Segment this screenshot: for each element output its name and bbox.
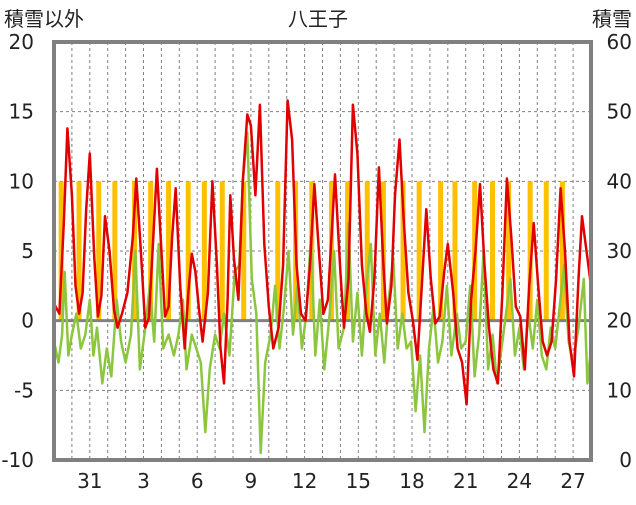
plot-frame — [52, 40, 593, 462]
sunshine-bar — [185, 181, 191, 321]
left-axis-title: 積雪以外 — [4, 7, 84, 31]
sunshine-bar — [490, 181, 496, 321]
y2-tick-label: 0 — [619, 448, 632, 472]
y-tick-label: 20 — [9, 30, 34, 54]
sunshine-bar — [559, 181, 565, 321]
grid-layer — [54, 42, 591, 460]
x-axis: 31 3 6 9 12 15 18 21 24 27 — [77, 469, 586, 493]
sunshine-bar — [241, 181, 247, 321]
x-tick-label: 12 — [292, 469, 317, 493]
left-y-axis: 20 15 10 5 0 -5 -10 — [1, 30, 34, 472]
x-tick-label: 3 — [137, 469, 150, 493]
y-tick-label: 15 — [9, 100, 34, 124]
right-y-axis: 60 50 40 30 20 10 0 — [607, 30, 632, 472]
sunshine-bar — [166, 181, 172, 321]
x-tick-label: 31 — [77, 469, 102, 493]
temperature-series — [52, 99, 593, 406]
sunshine-bar — [148, 181, 154, 321]
right-axis-title: 積雪 — [592, 7, 632, 31]
y-tick-label: -10 — [1, 448, 34, 472]
x-tick-label: 21 — [453, 469, 478, 493]
sunshine-bar — [527, 181, 533, 321]
sunshine-bar — [219, 181, 225, 321]
x-tick-label: 9 — [245, 469, 258, 493]
sunshine-bar — [76, 181, 82, 321]
sunshine-bar — [416, 181, 422, 321]
y2-tick-label: 30 — [607, 239, 632, 263]
sunshine-bar — [506, 181, 512, 321]
y2-tick-label: 20 — [607, 309, 632, 333]
y-tick-label: 10 — [9, 169, 34, 193]
x-tick-label: 24 — [507, 469, 532, 493]
wind-series — [52, 131, 593, 455]
sunshine-bar — [112, 181, 118, 321]
sunshine-bar — [201, 181, 207, 321]
x-tick-label: 15 — [346, 469, 371, 493]
sunshine-bar — [275, 181, 281, 321]
sunshine-bar — [96, 181, 102, 321]
x-tick-label: 6 — [191, 469, 204, 493]
chart-title: 八王子 — [288, 7, 348, 31]
y-tick-label: 0 — [21, 309, 34, 333]
y-tick-label: -5 — [14, 378, 34, 402]
temperature-line — [52, 99, 593, 406]
sunshine-bar — [58, 181, 64, 321]
y2-tick-label: 10 — [607, 378, 632, 402]
y2-tick-label: 60 — [607, 30, 632, 54]
sunshine-bar — [452, 181, 458, 321]
x-tick-label: 18 — [399, 469, 424, 493]
y-tick-label: 5 — [21, 239, 34, 263]
sunshine-bar — [364, 181, 370, 321]
sunshine-bar — [400, 181, 406, 321]
y2-tick-label: 40 — [607, 169, 632, 193]
wind-line — [52, 131, 593, 455]
y2-tick-label: 50 — [607, 100, 632, 124]
sunshine-bar — [543, 181, 549, 321]
sunshine-bar — [438, 181, 444, 321]
x-tick-label: 27 — [560, 469, 585, 493]
